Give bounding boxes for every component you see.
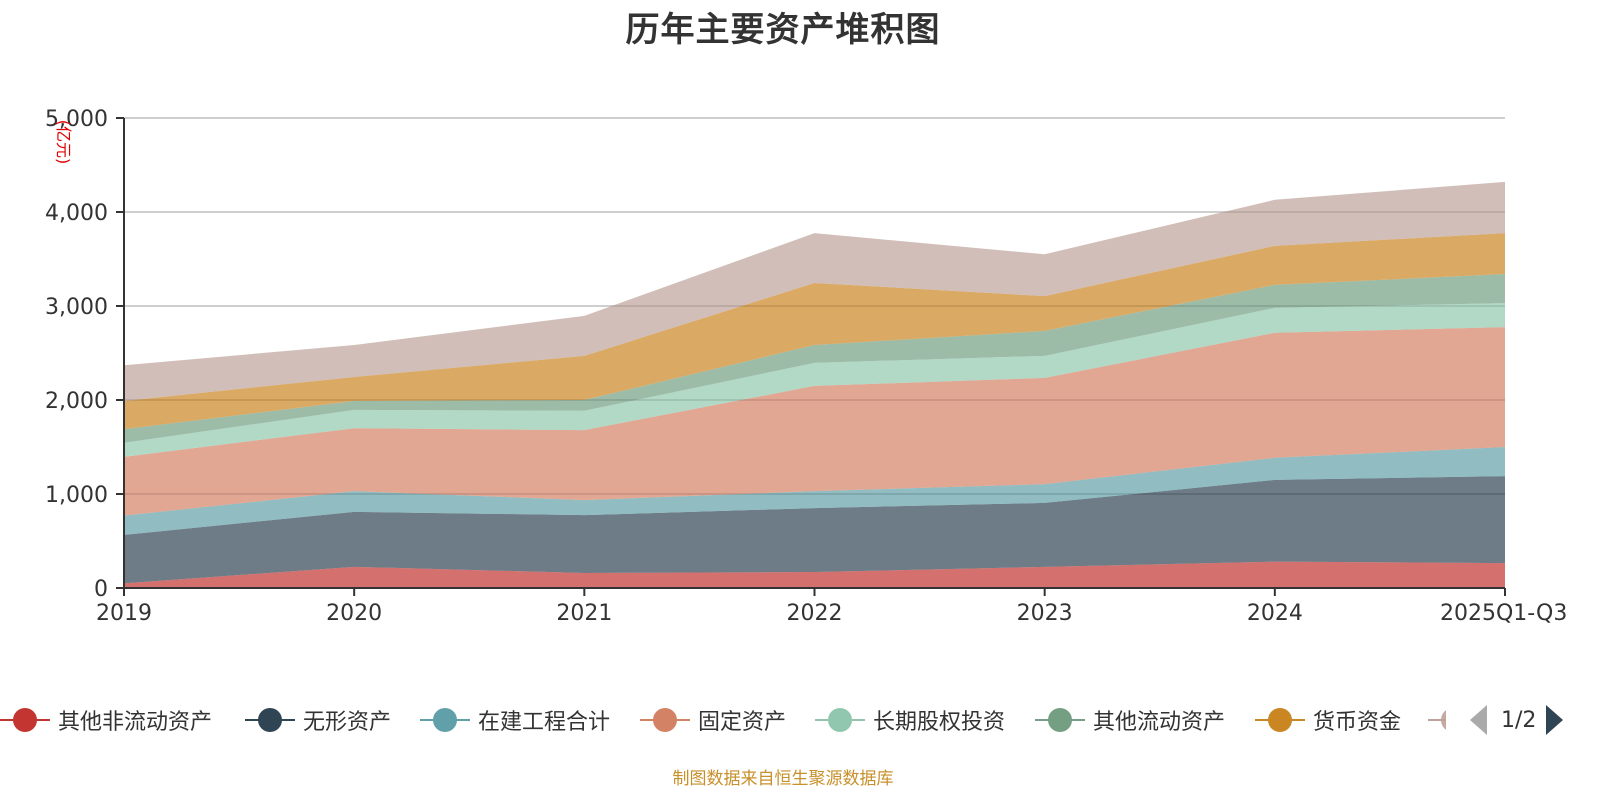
y-tick-label: 4,000 bbox=[45, 201, 108, 226]
y-axis-unit-label: (亿元) bbox=[54, 120, 73, 165]
axes: 0 1,000 2,000 3,000 4,000 5,000 2019 2020 2021 20… bbox=[45, 107, 1567, 626]
legend-marker-icon bbox=[815, 707, 865, 733]
chart-title: 历年主要资产堆积图 bbox=[625, 10, 941, 50]
x-tick-label: 2021 bbox=[556, 601, 612, 626]
legend-label: 货币资金 bbox=[1313, 710, 1402, 735]
y-tick-label: 1,000 bbox=[45, 483, 108, 508]
area-series-7[interactable] bbox=[124, 181, 1505, 401]
x-tick-label: 2020 bbox=[326, 601, 382, 626]
legend-label: 长期股权投资 bbox=[873, 710, 1006, 735]
x-tick-label: 2022 bbox=[787, 601, 843, 626]
legend: 其他非流动资产 无形资产 在建工程合计 固定资产 长期股权投资 其他流动资产 货币资金 bbox=[0, 702, 1600, 738]
legend-item-4[interactable]: 长期股权投资 bbox=[815, 702, 1005, 738]
area-series-6[interactable] bbox=[124, 233, 1505, 430]
y-tick-label: 0 bbox=[94, 577, 108, 602]
legend-label: 其他流动资产 bbox=[1093, 710, 1226, 735]
legend-marker-icon bbox=[1255, 707, 1305, 733]
area-series-5[interactable] bbox=[124, 274, 1505, 443]
x-tick-label: 2025Q1-Q3 bbox=[1440, 601, 1567, 626]
y-tick-label: 2,000 bbox=[45, 389, 108, 414]
y-tick-label: 3,000 bbox=[45, 295, 108, 320]
area-series-3[interactable] bbox=[124, 327, 1505, 516]
x-tick-label: 2024 bbox=[1247, 601, 1303, 626]
legend-item-5[interactable]: 其他流动资产 bbox=[1035, 702, 1225, 738]
legend-item-3[interactable]: 固定资产 bbox=[640, 702, 786, 738]
legend-label: 无形资产 bbox=[303, 710, 392, 735]
area-series bbox=[124, 117, 1505, 588]
legend-marker-icon bbox=[0, 707, 50, 733]
x-tick-label: 2019 bbox=[96, 601, 152, 626]
area-series-1[interactable] bbox=[124, 476, 1505, 584]
legend-prev-page-icon[interactable] bbox=[1470, 705, 1487, 735]
legend-marker-icon bbox=[1428, 707, 1446, 733]
area-series-2[interactable] bbox=[124, 447, 1505, 535]
area-series-4[interactable] bbox=[124, 303, 1505, 457]
x-tick-label: 2023 bbox=[1017, 601, 1073, 626]
legend-item-1[interactable]: 无形资产 bbox=[245, 702, 391, 738]
legend-marker-icon bbox=[420, 707, 470, 733]
legend-next-page-icon[interactable] bbox=[1546, 705, 1564, 735]
legend-item-2[interactable]: 在建工程合计 bbox=[420, 702, 610, 738]
legend-page-indicator: 1/2 bbox=[1501, 707, 1537, 733]
chart-plot: 0 1,000 2,000 3,000 4,000 5,000 2019 2020 2021 20… bbox=[45, 107, 1567, 626]
source-note: 制图数据来自恒生聚源数据库 bbox=[672, 769, 894, 789]
legend-pager: 1/2 bbox=[1470, 704, 1564, 736]
legend-marker-icon bbox=[640, 707, 690, 733]
legend-marker-icon bbox=[245, 707, 295, 733]
y-tick-label: 5,000 bbox=[45, 107, 108, 132]
area-series-0[interactable] bbox=[124, 561, 1505, 588]
legend-item-7[interactable] bbox=[1428, 702, 1446, 738]
legend-label: 其他非流动资产 bbox=[58, 710, 213, 735]
legend-label: 在建工程合计 bbox=[478, 710, 611, 735]
legend-label: 固定资产 bbox=[698, 710, 787, 735]
legend-marker-icon bbox=[1035, 707, 1085, 733]
legend-item-0[interactable]: 其他非流动资产 bbox=[0, 702, 212, 738]
legend-item-6[interactable]: 货币资金 bbox=[1255, 702, 1401, 738]
